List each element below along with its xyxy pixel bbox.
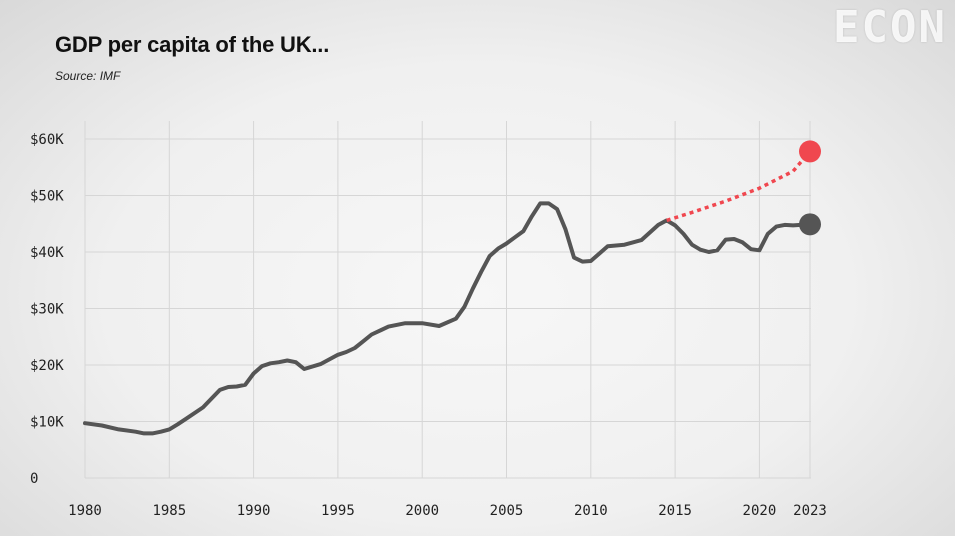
y-axis-labels: 0 $10K $20K $30K $40K $50K $60K [30,132,64,487]
x-tick-label: 2020 [743,503,777,519]
y-tick-label: $50K [30,189,64,205]
x-tick-label: 1995 [321,503,355,519]
x-tick-label: 2010 [574,503,608,519]
x-tick-label: 1980 [68,503,102,519]
chart-source: Source: IMF [55,69,121,83]
y-tick-label: 0 [30,471,38,487]
x-tick-label: 2015 [658,503,692,519]
y-tick-label: $60K [30,132,64,148]
y-tick-label: $10K [30,415,64,431]
x-tick-label: 2005 [490,503,524,519]
y-tick-label: $40K [30,245,64,261]
chart-title: GDP per capita of the UK... [55,32,330,57]
projection-end-marker [799,140,821,163]
y-tick-label: $30K [30,302,64,318]
x-tick-label: 2023 [793,503,827,519]
gdp-actual-line [83,201,812,436]
x-tick-label: 1985 [152,503,186,519]
x-tick-label: 2000 [405,503,439,519]
grid [84,121,811,479]
x-axis-labels: 1980 1985 1990 1995 2000 2005 2010 2015 2020 2023 [68,503,827,519]
brand-logo: ECON [833,2,947,53]
gdp-projection-line [666,150,812,223]
series [83,150,812,436]
markers [799,140,821,236]
y-tick-label: $20K [30,358,64,374]
actual-end-marker [799,213,821,236]
x-tick-label: 1990 [237,503,271,519]
